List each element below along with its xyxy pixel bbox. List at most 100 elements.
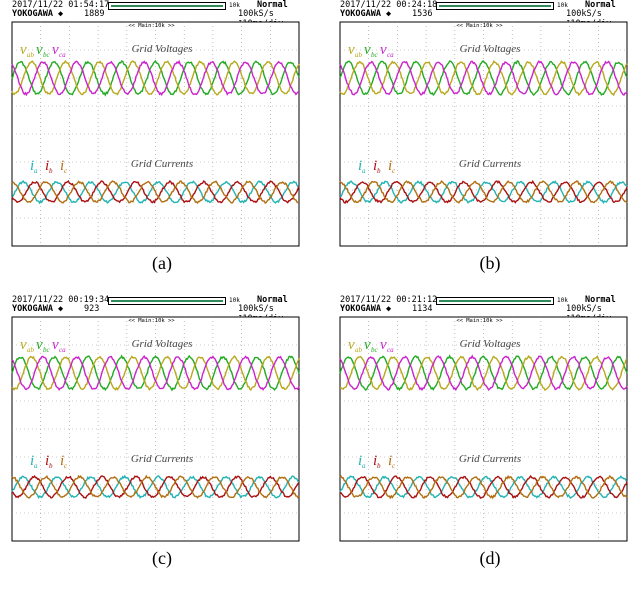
scope-screen: << Main:10k >> Grid Voltages Grid Currents… [339,316,628,542]
voltage-legend-sub: ca [387,346,394,354]
scope-panel: 2017/11/22 00:21:12 YOKOGAWA ◆ 1134 10k Norm… [339,295,631,568]
current-legend-letter: i [373,158,377,174]
voltage-legend-sub: bc [43,346,51,354]
current-legend-sub: b [49,167,53,175]
current-legend-sub: c [392,167,396,175]
record-bar [436,297,554,305]
record-bar [436,2,554,10]
current-trace-i_a [339,180,628,205]
record-length: 10k [229,2,240,9]
voltage-legend-sub: ab [27,346,35,354]
voltage-legend-letter: v [52,42,59,58]
trigger-mode: Normal [257,0,288,10]
current-title: Grid Currents [131,158,193,170]
current-legend-letter: i [358,158,362,174]
panel-caption: (a) [152,253,172,273]
current-title: Grid Currents [459,453,521,465]
current-trace-i_c [339,180,628,204]
current-legend-letter: i [60,158,64,174]
voltage-legend-sub: ca [387,51,394,59]
current-trace-i_b [339,179,628,204]
voltage-legend-sub: ca [59,346,66,354]
current-legend-letter: i [30,453,34,469]
brand-label: YOKOGAWA ◆ [340,9,392,19]
record-bar [108,297,226,305]
record-bar [108,2,226,10]
current-legend-letter: i [30,158,34,174]
voltage-legend-letter: v [36,337,43,353]
voltage-legend-letter: v [348,337,355,353]
acq-count: 923 [84,304,100,314]
acq-count: 1889 [84,9,105,19]
current-trace-i_b [339,474,628,499]
current-legend-sub: c [64,462,68,470]
trigger-mode: Normal [257,295,288,305]
scope-panel: 2017/11/22 01:54:17 YOKOGAWA ◆ 1889 10k Norm… [11,0,312,273]
voltage-title: Grid Voltages [132,338,193,350]
voltage-legend-letter: v [364,42,371,58]
voltage-legend-letter: v [20,337,27,353]
trigger-mode: Normal [585,0,616,10]
voltage-legend-letter: v [36,42,43,58]
panel-caption: (b) [479,253,501,273]
current-trace-i_a [339,475,628,499]
current-legend-sub: b [49,462,53,470]
voltage-legend-sub: bc [371,346,379,354]
voltage-legend-letter: v [20,42,27,58]
brand-label: YOKOGAWA ◆ [12,304,64,314]
current-legend-letter: i [388,453,392,469]
current-legend-sub: c [64,167,68,175]
current-trace-i_b [11,179,300,204]
current-legend-sub: a [362,167,366,175]
current-legend-sub: c [392,462,396,470]
voltage-legend-letter: v [380,337,387,353]
zoom-label: << Main:10k >> [128,318,175,324]
panel-caption: (d) [479,548,501,568]
current-trace-i_b [11,474,300,500]
record-length: 10k [557,2,568,9]
current-legend-letter: i [358,453,362,469]
current-trace-i_c [11,180,300,205]
voltage-trace-v_ca [11,354,300,391]
voltage-legend-sub: bc [43,51,51,59]
voltage-legend-letter: v [348,42,355,58]
voltage-legend-letter: v [380,42,387,58]
scope-panel: 2017/11/22 00:19:34 YOKOGAWA ◆ 923 10k Norma… [11,295,312,568]
record-length: 10k [557,297,568,304]
current-legend-letter: i [45,158,49,174]
current-trace-i_a [11,474,300,500]
current-trace-i_a [11,180,300,205]
timestamp: 2017/11/22 00:24:18 [340,0,438,10]
voltage-trace-v_ca [339,354,628,392]
voltage-title: Grid Voltages [460,338,521,350]
voltage-legend-sub: ca [59,51,66,59]
record-length: 10k [229,297,240,304]
voltage-legend-letter: v [364,337,371,353]
trigger-mode: Normal [585,295,616,305]
current-legend-letter: i [373,453,377,469]
voltage-legend-sub: ab [355,51,363,59]
voltage-legend-letter: v [52,337,59,353]
voltage-title: Grid Voltages [132,43,193,55]
brand-label: YOKOGAWA ◆ [340,304,392,314]
voltage-trace-v_ca [11,59,300,97]
scope-screen: << Main:10k >> Grid Voltages Grid Currents… [339,21,628,247]
voltage-legend-sub: bc [371,51,379,59]
timestamp: 2017/11/22 00:19:34 [12,295,110,305]
zoom-label: << Main:10k >> [128,23,175,29]
current-trace-i_c [339,474,628,500]
timestamp: 2017/11/22 01:54:17 [12,0,110,10]
scope-screen: << Main:10k >> Grid Voltages Grid Currents… [11,21,300,247]
voltage-legend-sub: ab [27,51,35,59]
acq-count: 1134 [412,304,433,314]
current-legend-sub: a [362,462,366,470]
voltage-trace-v_ca [339,60,628,97]
current-legend-letter: i [388,158,392,174]
zoom-label: << Main:10k >> [456,318,503,324]
scope-panel: 2017/11/22 00:24:18 YOKOGAWA ◆ 1536 10k Norm… [339,0,631,273]
current-legend-sub: a [34,167,38,175]
voltage-legend-sub: ab [355,346,363,354]
voltage-title: Grid Voltages [460,43,521,55]
current-legend-sub: a [34,462,38,470]
current-title: Grid Currents [131,453,193,465]
